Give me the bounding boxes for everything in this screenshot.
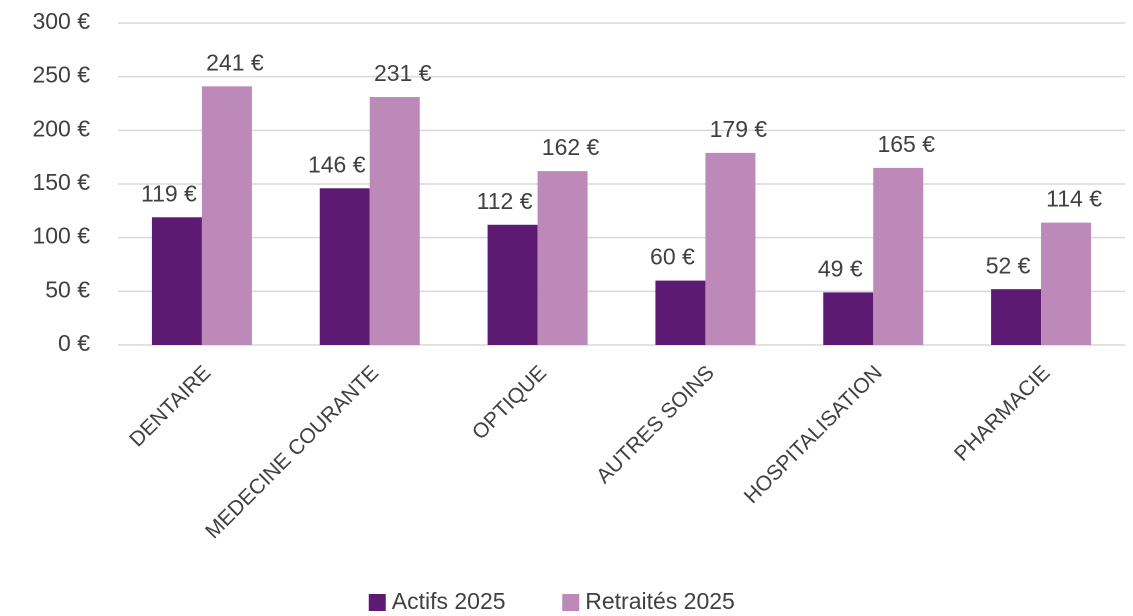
bar <box>369 97 420 345</box>
x-tick-label: MEDECINE COURANTE <box>201 361 383 543</box>
legend-label: Retraités 2025 <box>585 588 735 614</box>
x-tick-label: PHARMACIE <box>950 361 1055 466</box>
data-label: 241 € <box>206 49 264 75</box>
y-tick-label: 200 € <box>32 115 90 141</box>
x-tick-label: HOSPITALISATION <box>740 361 887 508</box>
x-tick-label: DENTAIRE <box>125 361 215 451</box>
y-tick-label: 0 € <box>58 330 90 356</box>
bar <box>873 167 924 345</box>
bar <box>487 224 538 345</box>
data-label: 231 € <box>374 60 432 86</box>
x-tick-label: OPTIQUE <box>468 361 551 444</box>
bar <box>1041 222 1092 345</box>
bar <box>537 171 588 345</box>
y-tick-label: 100 € <box>32 223 90 249</box>
bar <box>705 152 756 345</box>
data-label: 162 € <box>542 134 600 160</box>
legend-label: Actifs 2025 <box>392 588 506 614</box>
data-label: 52 € <box>986 252 1031 278</box>
bar <box>201 86 252 346</box>
data-label: 146 € <box>308 151 366 177</box>
data-label: 112 € <box>477 188 533 214</box>
data-label: 49 € <box>818 255 863 281</box>
bar <box>319 188 370 345</box>
data-label: 114 € <box>1046 186 1102 212</box>
data-label: 179 € <box>710 116 768 142</box>
data-label: 165 € <box>877 131 935 157</box>
y-tick-label: 250 € <box>32 62 90 88</box>
bar <box>655 280 706 345</box>
bar <box>991 289 1042 345</box>
y-tick-label: 50 € <box>45 276 90 302</box>
bar <box>823 292 874 345</box>
data-label: 119 € <box>141 180 197 206</box>
bar <box>151 217 202 345</box>
data-label: 60 € <box>650 244 695 270</box>
y-tick-label: 150 € <box>32 169 90 195</box>
legend-swatch <box>368 594 386 611</box>
y-tick-label: 300 € <box>32 8 90 34</box>
x-tick-label: AUTRES SOINS <box>592 361 719 488</box>
legend-swatch <box>562 594 580 611</box>
